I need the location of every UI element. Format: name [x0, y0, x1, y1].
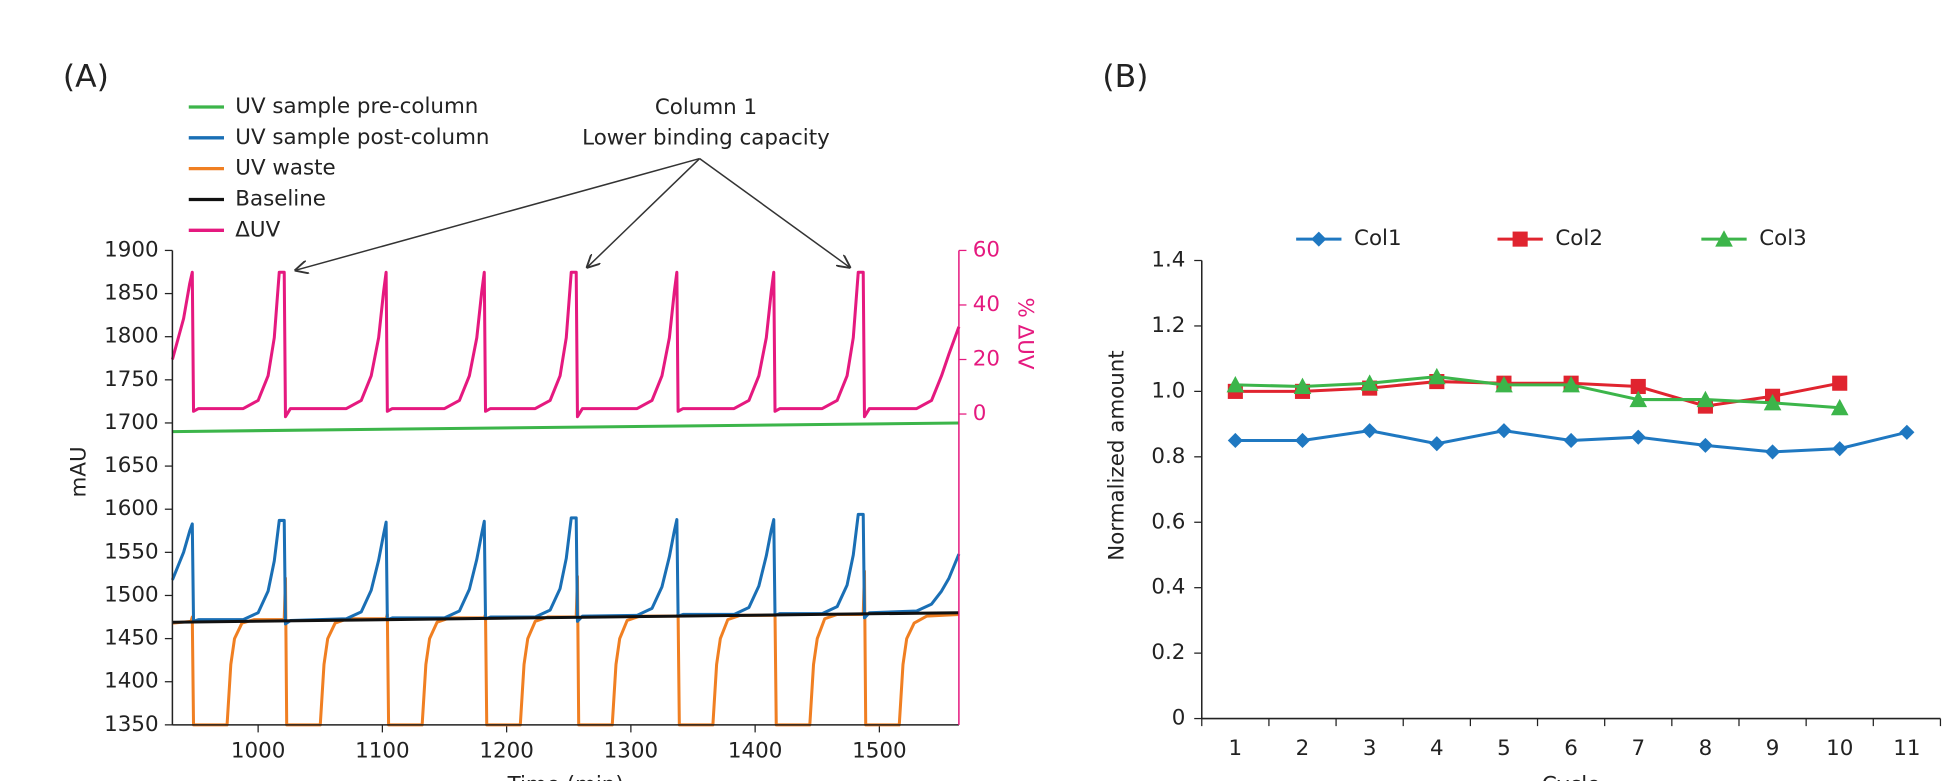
x-tick-label: 11 [1893, 736, 1920, 761]
annotation-arrows [294, 157, 851, 271]
legend-label: ΔUV [235, 217, 280, 242]
x-tick-label: 1500 [852, 738, 906, 763]
arrow [586, 158, 701, 268]
legend-label: Baseline [235, 186, 326, 211]
legend-label: UV waste [235, 156, 335, 181]
y2-axis-label: % ΔUV [1012, 297, 1037, 369]
point [1429, 436, 1445, 452]
x-tick-label: 4 [1430, 736, 1444, 761]
y-tick-label: 1650 [104, 453, 158, 478]
y-axis-label: mAU [66, 446, 91, 497]
point [1562, 376, 1580, 393]
x-tick-label: 1300 [604, 738, 658, 763]
x-tick-label: 7 [1631, 736, 1645, 761]
legend-label: UV sample pre-column [235, 94, 478, 119]
y-tick-label: 0.8 [1151, 444, 1185, 469]
y2-tick-label: 20 [973, 347, 1000, 372]
point [1496, 423, 1512, 439]
y-tick-label: 0.4 [1151, 575, 1185, 600]
legend-marker [1311, 231, 1327, 247]
y2-tick-label: 60 [973, 237, 1000, 262]
series-line [172, 611, 959, 624]
series-line [1235, 375, 1840, 410]
x-tick-label: 1400 [728, 738, 782, 763]
y-tick-label: 1750 [104, 367, 158, 392]
x-tick-label: 3 [1363, 736, 1377, 761]
x-tick-label: 2 [1296, 736, 1310, 761]
x-tick-label: 6 [1564, 736, 1578, 761]
y-tick-label: 0.2 [1151, 640, 1185, 665]
annotation: Lower binding capacity [582, 125, 830, 150]
point [1630, 378, 1646, 395]
y-tick-label: 1450 [104, 626, 158, 651]
series-line [171, 512, 961, 626]
point [1226, 376, 1245, 393]
y-tick-label: 1.0 [1151, 378, 1185, 403]
point [1765, 444, 1781, 460]
point [1899, 424, 1915, 440]
y2-tick-label: 40 [973, 292, 1000, 317]
panel-label: (A) [63, 59, 109, 95]
point [1427, 367, 1446, 385]
point [1629, 390, 1648, 408]
x-tick-label: 1200 [479, 738, 533, 763]
x-tick-label: 9 [1766, 736, 1780, 761]
y-tick-label: 1350 [104, 712, 158, 737]
point [1360, 374, 1379, 391]
point [1495, 376, 1513, 393]
point [1227, 432, 1243, 449]
y-axis-label: Normalized amount [1104, 350, 1129, 560]
point [1830, 398, 1849, 416]
legend-label: Col2 [1555, 226, 1603, 251]
x-tick-label: 10 [1826, 736, 1853, 761]
arrow [699, 157, 851, 268]
point [1697, 437, 1713, 453]
y-tick-label: 1.2 [1151, 313, 1185, 338]
y2-tick-label: 0 [973, 401, 987, 426]
point [1696, 390, 1715, 408]
y-tick-label: 1850 [104, 281, 158, 306]
legend-label: UV sample post-column [235, 125, 489, 150]
series-line [172, 421, 959, 434]
y-tick-label: 0 [1172, 706, 1186, 731]
point [1563, 432, 1579, 449]
panel-label: (B) [1102, 59, 1148, 95]
y-tick-label: 1700 [104, 410, 158, 435]
legend-label: Col3 [1759, 226, 1807, 251]
legend-marker [1715, 230, 1733, 247]
point [1362, 423, 1378, 439]
point [1832, 441, 1848, 457]
y-tick-label: 1.4 [1151, 248, 1185, 273]
x-tick-label: 1000 [231, 738, 285, 763]
point [1293, 377, 1312, 395]
point [1763, 394, 1782, 411]
x-tick-label: 1100 [355, 738, 409, 763]
x-tick-label: 5 [1497, 736, 1511, 761]
series-line [170, 270, 961, 419]
y-tick-label: 1500 [104, 582, 158, 607]
x-axis-label: Time (min) [507, 772, 624, 781]
legend-marker [1512, 231, 1528, 247]
annotation: Column 1 [655, 95, 757, 120]
series-line [172, 569, 959, 727]
y-tick-label: 1400 [104, 669, 158, 694]
point [1832, 375, 1848, 391]
arrow [294, 157, 700, 271]
y-tick-label: 1800 [104, 324, 158, 349]
y-tick-label: 1600 [104, 496, 158, 521]
x-axis-label: Cycle [1542, 772, 1600, 781]
point [1294, 432, 1311, 449]
y-tick-label: 0.6 [1151, 509, 1185, 534]
y-tick-label: 1550 [104, 539, 158, 564]
y-tick-label: 1900 [104, 237, 158, 262]
x-tick-label: 1 [1229, 736, 1243, 761]
x-tick-label: 8 [1699, 736, 1713, 761]
legend-label: Col1 [1354, 226, 1402, 251]
point [1630, 429, 1646, 445]
